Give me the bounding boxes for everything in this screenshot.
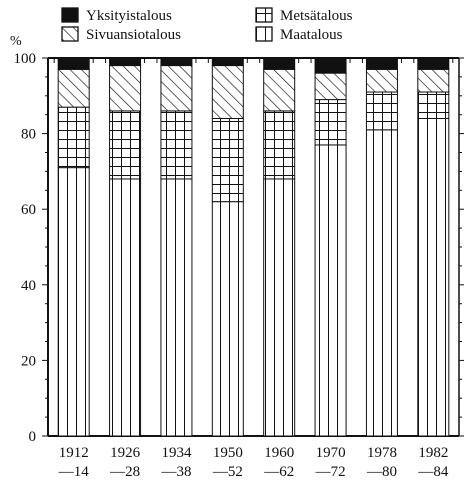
bar-segment-yksityistalous: [263, 57, 296, 70]
x-tick-label: —72: [315, 464, 346, 480]
bar-segment-metsatalous: [365, 91, 398, 131]
bar-segment-metsatalous: [109, 110, 142, 180]
bar-segment-maatalous: [314, 144, 347, 437]
bar-segment-yksityistalous: [160, 57, 193, 67]
chart-legend: Yksityistalous Metsätalous Sivuansiotalous…: [61, 7, 353, 43]
bar-segment-yksityistalous: [109, 57, 142, 67]
y-tick-label: 60: [21, 202, 36, 218]
legend-swatch-sivuansiotalous: [61, 26, 79, 42]
x-tick-label: 1982: [418, 445, 448, 461]
bar-segment-sivuansiotalous: [160, 65, 193, 112]
bar-segment-sivuansiotalous: [365, 68, 398, 93]
y-tick-label: 0: [29, 429, 37, 445]
x-tick-label: —52: [212, 464, 243, 480]
bar-segment-sivuansiotalous: [263, 68, 296, 112]
bar-segment-sivuansiotalous: [57, 68, 90, 108]
y-tick-label: 40: [21, 278, 36, 294]
x-tick-label: —84: [417, 464, 449, 480]
x-tick-label: —14: [58, 464, 90, 480]
bar-segment-metsatalous: [263, 110, 296, 180]
bar-segment-metsatalous: [160, 110, 193, 180]
y-axis-label: %: [10, 34, 22, 49]
legend-label-sivuansiotalous: Sivuansiotalous: [86, 27, 181, 43]
bar-segment-sivuansiotalous: [417, 68, 450, 93]
bar-segment-metsatalous: [314, 99, 347, 146]
bar-segment-maatalous: [263, 178, 296, 437]
bar-segment-yksityistalous: [365, 57, 398, 70]
bar-segment-yksityistalous: [57, 57, 90, 70]
legend-swatch-metsatalous: [255, 7, 273, 23]
x-tick-label: 1970: [316, 445, 346, 461]
bar-segment-maatalous: [365, 129, 398, 437]
y-tick-label: 100: [14, 51, 37, 67]
x-tick-label: 1926: [110, 445, 141, 461]
legend-label-maatalous: Maatalous: [280, 27, 343, 43]
bar-segment-maatalous: [57, 167, 90, 437]
bar-segment-maatalous: [417, 117, 450, 437]
bar-segment-metsatalous: [211, 117, 244, 203]
bar-segment-metsatalous: [417, 91, 450, 119]
x-tick-label: —28: [109, 464, 140, 480]
bar-segment-yksityistalous: [314, 57, 347, 74]
legend-label-yksityistalous: Yksityistalous: [86, 8, 172, 24]
bar-segment-maatalous: [160, 178, 193, 437]
plot-area: % 0 20 40 60 80 100 1912 —14 1926 —28 1934 —38 1950 —5…: [10, 34, 464, 480]
legend-label-metsatalous: Metsätalous: [280, 8, 353, 24]
y-tick-label: 80: [21, 127, 36, 143]
bar-segment-maatalous: [211, 201, 244, 437]
bar-segment-yksityistalous: [211, 57, 244, 67]
x-tick-label: 1978: [367, 445, 397, 461]
x-tick-label: 1934: [161, 445, 192, 461]
legend-swatch-yksityistalous: [61, 7, 79, 23]
x-tick-label: —80: [366, 464, 397, 480]
bar-segment-metsatalous: [57, 106, 90, 169]
x-tick-label: 1950: [213, 445, 243, 461]
bar-segment-sivuansiotalous: [211, 65, 244, 119]
x-tick-label: 1960: [264, 445, 294, 461]
x-tick-label: —38: [160, 464, 191, 480]
x-tick-label: 1912: [59, 445, 89, 461]
bar-segment-sivuansiotalous: [314, 72, 347, 101]
bar-segment-yksityistalous: [417, 57, 450, 70]
legend-swatch-maatalous: [255, 26, 273, 42]
y-tick-label: 20: [21, 353, 36, 369]
x-tick-label: —62: [263, 464, 294, 480]
bar-segment-sivuansiotalous: [109, 65, 142, 112]
bar-segment-maatalous: [109, 178, 142, 437]
